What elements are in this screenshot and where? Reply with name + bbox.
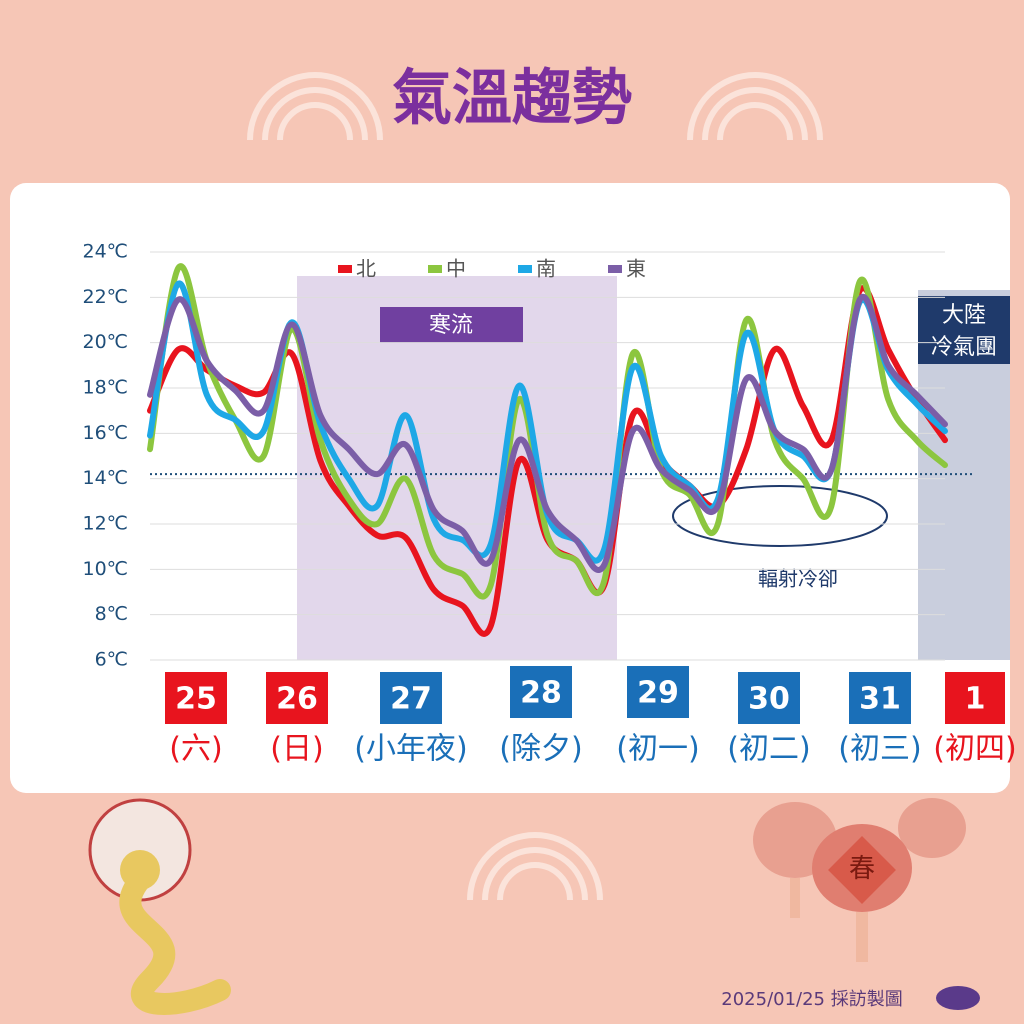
- footer: 2025/01/25 採訪製圖: [721, 989, 902, 1010]
- y-tick-label: 24℃: [82, 241, 128, 263]
- legend-swatch: [608, 265, 622, 273]
- weekday-label: (日): [270, 732, 323, 767]
- weekday-label: (初一): [616, 732, 699, 767]
- radiative-label: 輻射冷卻: [758, 567, 838, 591]
- weekday-label: (初四): [933, 732, 1016, 767]
- date-box: [849, 672, 911, 724]
- date-box: [738, 672, 800, 724]
- legend-swatch: [428, 265, 442, 273]
- y-tick-label: 12℃: [82, 513, 128, 535]
- date-box: [165, 672, 227, 724]
- cold-wave-label: 寒流: [429, 313, 473, 338]
- date-label: 30: [748, 682, 790, 717]
- weekday-label: (初三): [838, 732, 921, 767]
- date-label: 1: [965, 682, 986, 717]
- date-label: 27: [390, 682, 432, 717]
- date-label: 29: [637, 676, 679, 711]
- radiative-ellipse: [672, 485, 888, 547]
- weekday-label: (小年夜): [354, 732, 467, 767]
- y-tick-label: 10℃: [82, 558, 128, 580]
- date-label: 26: [276, 682, 318, 717]
- snake-decoration: [88, 798, 231, 1015]
- legend-swatch: [518, 265, 532, 273]
- cold-air-label: 冷氣團: [931, 335, 997, 360]
- date-label: 25: [175, 682, 217, 717]
- cold-air-label: 大陸: [942, 303, 986, 328]
- y-tick-label: 22℃: [82, 286, 128, 308]
- weekday-label: (除夕): [499, 732, 582, 767]
- date-box: [945, 672, 1005, 724]
- logo: [936, 986, 980, 1010]
- svg-text:春: 春: [849, 854, 875, 884]
- y-tick-label: 18℃: [82, 377, 128, 399]
- title: 氣溫趨勢: [392, 64, 632, 134]
- legend-label: 中: [446, 257, 466, 281]
- legend-swatch: [338, 265, 352, 273]
- y-tick-label: 16℃: [82, 422, 128, 444]
- weekday-label: (六): [169, 732, 222, 767]
- plot: 6℃ 8℃ 10℃ 12℃ 14℃ 16℃ 18℃ 20℃ 22℃ 24℃ 北 中 南 東 25 (六) 26 (…: [82, 241, 1016, 767]
- cold-wave-label-box: [380, 307, 523, 343]
- legend-label: 南: [536, 257, 556, 281]
- legend-label: 東: [626, 257, 646, 281]
- wave-decoration: [247, 72, 823, 901]
- y-tick-label: 20℃: [82, 331, 128, 353]
- y-tick-label: 14℃: [82, 467, 128, 489]
- date-label: 28: [520, 676, 562, 711]
- y-tick-label: 6℃: [95, 649, 128, 671]
- date-box: [627, 666, 689, 718]
- legend-label: 北: [356, 257, 376, 281]
- date-box: [380, 672, 442, 724]
- y-tick-label: 8℃: [95, 603, 128, 625]
- series-line: [147, 293, 948, 574]
- lantern-decoration: 春: [753, 798, 966, 962]
- weekday-label: (初二): [727, 732, 810, 767]
- date-box: [266, 672, 328, 724]
- date-label: 31: [859, 682, 901, 717]
- cold-air-label-box: [918, 296, 1010, 364]
- date-box: [510, 666, 572, 718]
